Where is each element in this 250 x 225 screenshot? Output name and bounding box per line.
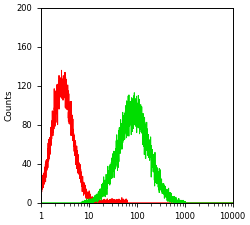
Y-axis label: Counts: Counts	[4, 90, 13, 121]
